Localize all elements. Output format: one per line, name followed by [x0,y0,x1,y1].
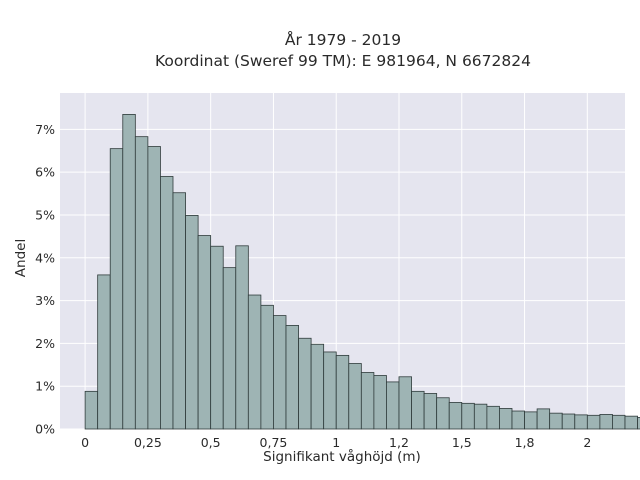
histogram-bar [599,414,613,430]
x-tick-label: 0 [81,435,89,450]
histogram-bar [222,267,237,430]
histogram-bar [586,414,601,430]
histogram-bar [122,114,136,430]
histogram-bar [172,192,186,430]
histogram-bar [310,343,325,430]
histogram-bar [323,351,337,430]
histogram-bar [574,414,588,430]
x-tick-label: 1,2 [389,435,409,450]
histogram-bar [637,417,640,430]
histogram-bar [273,315,287,430]
x-tick-label: 1,8 [515,435,535,450]
histogram-bar [373,375,387,430]
histogram-bar [185,215,199,430]
x-tick-label: 0,5 [201,435,221,450]
x-axis-label: Signifikant våghöjd (m) [263,448,421,465]
y-tick-labels: 0% 1% 2% 3% 4% 5% 6% 7% [35,122,55,437]
x-tick-labels: 0 0,25 0,5 0,75 1 1,2 1,5 1,8 2 [81,435,591,450]
histogram-bar [486,405,500,430]
histogram-bar [160,176,174,430]
histogram-bar [210,245,224,430]
histogram-bar [461,402,475,430]
histogram-bar [499,408,513,430]
chart-title-line2: Koordinat (Sweref 99 TM): E 981964, N 66… [155,52,531,70]
x-tick-label: 1 [332,435,340,450]
histogram-bar [335,354,350,430]
x-tick-label: 2 [583,435,591,450]
y-tick-label: 6% [35,165,55,180]
histogram-bar [536,408,551,430]
y-tick-label: 0% [35,422,55,437]
histogram-bar [247,294,262,430]
histogram-bar [360,372,375,430]
y-tick-label: 3% [35,293,55,308]
histogram-bar [235,245,249,430]
histogram-bar [398,376,412,430]
histogram-bar [612,414,626,430]
histogram-bar [511,410,525,430]
histogram-bar [524,411,538,430]
histogram-bar [436,397,450,430]
y-tick-label: 4% [35,250,55,265]
histogram-bar [97,274,111,430]
histogram-bar [84,390,99,430]
y-tick-label: 2% [35,336,55,351]
y-tick-label: 7% [35,122,55,137]
x-tick-label: 0,25 [134,435,162,450]
histogram-bar [624,415,638,430]
x-tick-label: 1,5 [452,435,472,450]
histogram-bar [473,403,488,430]
histogram-bar [549,412,563,430]
histogram-bar [448,402,463,430]
histogram-bar [260,304,274,430]
histogram-bar [348,363,362,430]
histogram-bar [147,146,161,430]
histogram-bar [411,390,425,430]
histogram-bar [197,235,212,430]
x-tick-label: 0,75 [260,435,288,450]
histogram-bar [285,325,299,430]
histogram-bar [561,413,576,430]
histogram-bar [386,381,400,430]
chart-title-line1: År 1979 - 2019 [285,30,401,49]
y-axis-label: Andel [13,239,29,277]
histogram-bar [134,136,149,430]
y-tick-label: 5% [35,207,55,222]
y-tick-label: 1% [35,379,55,394]
histogram-bar [298,337,312,430]
histogram-bar [109,148,124,430]
histogram-bar [423,393,438,430]
histogram-bars [84,114,640,430]
